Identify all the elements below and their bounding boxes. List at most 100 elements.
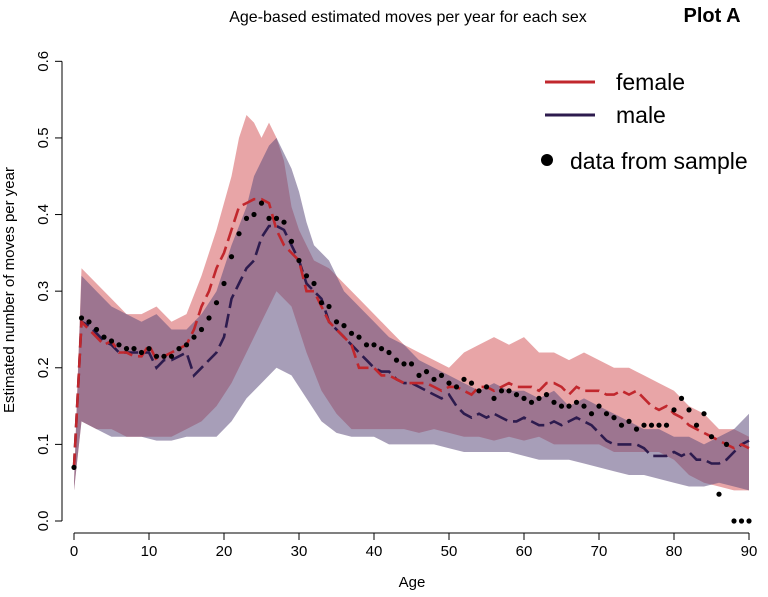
x-axis-label: Age xyxy=(399,574,426,591)
x-tick-label: 70 xyxy=(591,543,608,560)
x-axis: 0 10 20 30 40 50 60 70 80 90 xyxy=(70,532,758,560)
data-point xyxy=(476,388,482,394)
data-point xyxy=(573,399,580,405)
x-tick-label: 60 xyxy=(516,543,533,560)
data-point xyxy=(521,395,527,401)
data-point xyxy=(318,300,325,306)
data-point xyxy=(461,376,467,382)
data-point xyxy=(243,215,250,221)
data-point xyxy=(71,464,77,470)
data-point xyxy=(236,231,242,237)
data-point xyxy=(326,303,332,310)
y-axis-label: Estimated number of moves per year xyxy=(1,167,18,413)
data-point xyxy=(558,403,565,409)
data-point xyxy=(648,422,655,428)
data-point xyxy=(408,361,415,367)
data-point xyxy=(206,315,212,321)
data-point xyxy=(78,315,85,321)
y-axis: 0.0 0.1 0.2 0.3 0.4 0.5 0.6 xyxy=(35,51,63,532)
data-point xyxy=(641,422,647,428)
data-point xyxy=(116,342,122,348)
data-point xyxy=(543,392,550,398)
data-point xyxy=(356,334,362,340)
data-point xyxy=(513,392,520,398)
legend-data-label: data from sample xyxy=(570,148,748,174)
data-point xyxy=(101,334,107,340)
data-point xyxy=(551,399,557,405)
data-point xyxy=(221,280,227,287)
data-point xyxy=(723,441,730,447)
x-tick-label: 20 xyxy=(216,543,233,560)
data-point xyxy=(123,346,130,352)
data-point xyxy=(618,422,625,428)
data-point xyxy=(296,257,302,264)
y-tick-label: 0.5 xyxy=(35,127,52,148)
data-point xyxy=(686,407,692,413)
data-point xyxy=(348,330,355,336)
data-point xyxy=(213,300,220,306)
data-point xyxy=(333,319,340,325)
data-point xyxy=(453,384,460,390)
data-point xyxy=(108,338,115,344)
data-point xyxy=(483,384,490,390)
data-point xyxy=(468,380,475,386)
x-tick-label: 40 xyxy=(366,543,383,560)
data-point xyxy=(626,418,632,424)
data-point xyxy=(131,346,137,352)
data-point xyxy=(288,238,295,244)
data-point xyxy=(708,434,715,440)
data-point xyxy=(498,388,505,394)
legend-male-label: male xyxy=(616,102,666,128)
legend-female-label: female xyxy=(616,69,685,95)
data-point xyxy=(423,369,430,375)
confidence-bands xyxy=(74,115,749,491)
data-point xyxy=(431,376,437,382)
data-point xyxy=(701,411,707,417)
x-tick-label: 30 xyxy=(291,543,308,560)
data-point xyxy=(633,426,640,432)
data-point xyxy=(738,518,745,524)
data-point xyxy=(678,395,685,401)
data-point xyxy=(528,399,535,405)
data-point xyxy=(161,353,167,359)
data-point xyxy=(146,346,152,352)
data-point xyxy=(611,415,617,421)
data-point xyxy=(363,342,370,348)
x-tick-label: 90 xyxy=(741,543,758,560)
y-tick-label: 0.0 xyxy=(35,511,52,532)
x-tick-label: 10 xyxy=(141,543,158,560)
y-tick-label: 0.4 xyxy=(35,204,52,225)
y-tick-label: 0.2 xyxy=(35,357,52,378)
data-point xyxy=(746,518,752,524)
data-point xyxy=(258,200,265,206)
data-point xyxy=(153,353,160,359)
data-point xyxy=(311,280,317,287)
female-band xyxy=(74,115,749,491)
data-point xyxy=(378,346,385,352)
data-point xyxy=(663,422,670,428)
data-point xyxy=(266,215,272,221)
data-point xyxy=(416,372,422,378)
data-point xyxy=(168,353,175,359)
data-point xyxy=(371,342,377,348)
data-point xyxy=(386,349,392,356)
data-point xyxy=(693,422,700,428)
data-point xyxy=(506,388,512,394)
data-point xyxy=(303,273,310,279)
data-point xyxy=(401,361,407,367)
sample-points xyxy=(71,200,752,524)
x-tick-label: 0 xyxy=(70,543,78,560)
x-tick-label: 50 xyxy=(441,543,458,560)
data-point xyxy=(671,407,677,413)
data-point xyxy=(566,403,572,409)
data-point xyxy=(93,326,100,333)
data-point xyxy=(731,518,737,524)
data-point xyxy=(603,411,610,417)
data-point xyxy=(228,254,235,260)
data-point xyxy=(536,395,542,401)
data-point xyxy=(176,346,182,352)
data-point xyxy=(341,323,347,329)
data-point xyxy=(581,403,587,409)
male-band xyxy=(74,137,749,491)
y-tick-label: 0.3 xyxy=(35,281,52,302)
